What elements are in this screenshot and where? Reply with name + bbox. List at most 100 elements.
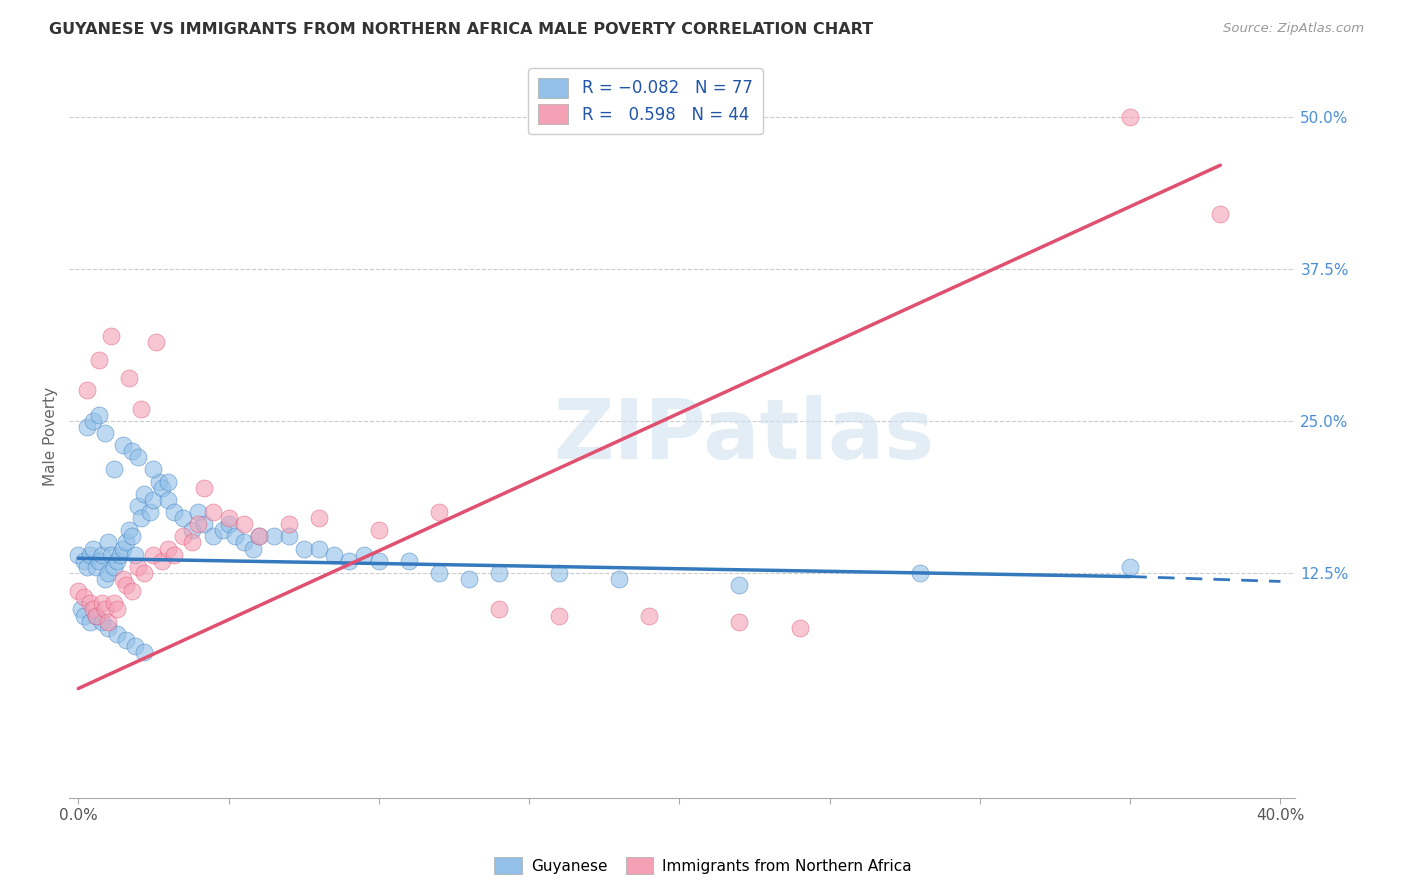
Point xyxy=(232,517,254,532)
Point xyxy=(115,632,138,647)
Point xyxy=(94,572,117,586)
Point xyxy=(112,541,135,556)
Point xyxy=(89,408,111,422)
Point xyxy=(103,559,125,574)
Point xyxy=(308,511,330,525)
Point xyxy=(115,535,138,549)
Point xyxy=(94,425,117,440)
Point xyxy=(247,529,270,543)
Point xyxy=(142,548,165,562)
Point xyxy=(218,511,240,525)
Point xyxy=(103,462,125,476)
Point xyxy=(89,353,111,368)
Point xyxy=(728,615,751,629)
Point xyxy=(172,529,194,543)
Point xyxy=(73,591,96,605)
Point xyxy=(187,517,209,532)
Point xyxy=(76,384,98,398)
Point xyxy=(488,602,510,616)
Point xyxy=(148,475,170,489)
Point xyxy=(134,645,156,659)
Point xyxy=(118,524,141,538)
Point xyxy=(242,541,264,556)
Point xyxy=(548,608,571,623)
Point xyxy=(97,621,120,635)
Point xyxy=(187,505,209,519)
Point xyxy=(105,626,128,640)
Point xyxy=(97,566,120,580)
Point xyxy=(82,602,104,616)
Point xyxy=(103,596,125,610)
Point xyxy=(247,529,270,543)
Point xyxy=(488,566,510,580)
Point xyxy=(142,462,165,476)
Point xyxy=(110,548,132,562)
Point xyxy=(131,511,153,525)
Point xyxy=(277,529,299,543)
Point xyxy=(193,517,215,532)
Point xyxy=(115,578,138,592)
Text: ZIPatlas: ZIPatlas xyxy=(553,395,934,476)
Point xyxy=(134,487,156,501)
Text: GUYANESE VS IMMIGRANTS FROM NORTHERN AFRICA MALE POVERTY CORRELATION CHART: GUYANESE VS IMMIGRANTS FROM NORTHERN AFR… xyxy=(49,22,873,37)
Y-axis label: Male Poverty: Male Poverty xyxy=(44,386,58,485)
Point xyxy=(277,517,299,532)
Point xyxy=(337,554,360,568)
Point xyxy=(353,548,375,562)
Point xyxy=(127,499,149,513)
Point xyxy=(308,541,330,556)
Point xyxy=(427,505,450,519)
Point xyxy=(73,554,96,568)
Point xyxy=(1209,207,1232,221)
Legend: R = −0.082   N = 77, R =   0.598   N = 44: R = −0.082 N = 77, R = 0.598 N = 44 xyxy=(529,68,762,135)
Point xyxy=(139,505,162,519)
Point xyxy=(73,608,96,623)
Point xyxy=(82,414,104,428)
Point xyxy=(84,608,107,623)
Point xyxy=(232,535,254,549)
Point xyxy=(91,548,114,562)
Point xyxy=(152,554,174,568)
Point xyxy=(112,572,135,586)
Point xyxy=(728,578,751,592)
Point xyxy=(124,548,146,562)
Point xyxy=(105,554,128,568)
Point xyxy=(67,548,90,562)
Point xyxy=(131,401,153,416)
Point xyxy=(127,559,149,574)
Point xyxy=(76,559,98,574)
Point xyxy=(79,615,101,629)
Point xyxy=(134,566,156,580)
Point xyxy=(181,524,204,538)
Point xyxy=(638,608,661,623)
Point xyxy=(121,444,143,458)
Point xyxy=(97,535,120,549)
Point xyxy=(79,596,101,610)
Point xyxy=(367,554,389,568)
Point xyxy=(145,334,167,349)
Point xyxy=(202,505,225,519)
Point xyxy=(157,475,180,489)
Point xyxy=(458,572,481,586)
Point xyxy=(142,492,165,507)
Point xyxy=(100,328,122,343)
Point xyxy=(100,548,122,562)
Point xyxy=(112,438,135,452)
Point xyxy=(118,371,141,385)
Point xyxy=(181,535,204,549)
Point xyxy=(322,548,344,562)
Point xyxy=(427,566,450,580)
Point xyxy=(84,559,107,574)
Point xyxy=(97,615,120,629)
Point xyxy=(1119,559,1142,574)
Point xyxy=(202,529,225,543)
Point xyxy=(121,529,143,543)
Point xyxy=(163,505,186,519)
Point xyxy=(124,639,146,653)
Point xyxy=(67,584,90,599)
Point xyxy=(84,608,107,623)
Point xyxy=(91,615,114,629)
Point xyxy=(218,517,240,532)
Point xyxy=(172,511,194,525)
Point xyxy=(157,492,180,507)
